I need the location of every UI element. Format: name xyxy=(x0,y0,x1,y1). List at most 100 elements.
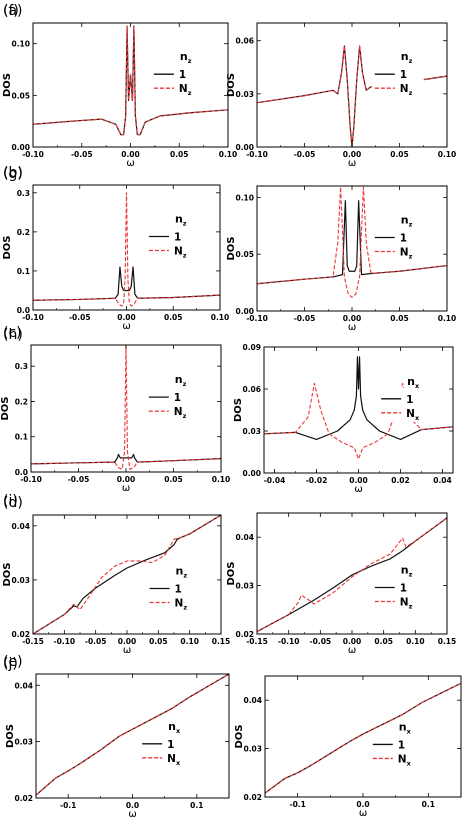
panel-h-legend-bg xyxy=(378,387,431,422)
panel-a-series-nx xyxy=(33,25,228,136)
panel-i-xtick-label: 0.15 xyxy=(438,637,457,646)
panel-e-ytick-label: 0.03 xyxy=(14,738,33,747)
panel-g: (g) DOS ω -0.10 -0.05 0.00 0.05 0.10 0.00 0.05 0.1… xyxy=(3,166,456,333)
panel-c-xtick-label: 0.05 xyxy=(164,475,183,484)
panel-h-xtick-label: -0.04 xyxy=(264,476,286,485)
panel-c: (c) DOS ω -0.10 -0.05 0.00 0.05 0.10 0.0 0.1 0.2 0.… xyxy=(0,325,230,494)
panel-b-ytick-label: 0.0 xyxy=(17,306,30,315)
panel-d-xlabel: ω xyxy=(123,645,131,656)
panel-c-xlabel: ω xyxy=(122,483,130,494)
panel-i-series-nx xyxy=(257,517,447,633)
panel-h-xtick-label: 0.00 xyxy=(349,476,368,485)
panel-g-legend-bg xyxy=(371,226,424,261)
panel-g-series-n1 xyxy=(257,200,447,285)
panel-d-xtick-label: -0.15 xyxy=(22,637,44,646)
panel-h: (h) DOS ω -0.04 -0.02 0.00 0.02 0.04 0.00 0.03 0.0… xyxy=(3,327,454,495)
panel-g-ytick-label: 0.00 xyxy=(235,307,254,316)
panel-b-xlabel: ω xyxy=(122,321,130,332)
panel-g-legend-title: nz xyxy=(401,214,413,229)
panel-e-legend-title: nx xyxy=(168,720,181,735)
panel-b-legend-entry: 1 xyxy=(174,232,181,244)
panel-d-xtick-label: -0.05 xyxy=(85,637,107,646)
panel-e-ylabel: DOS xyxy=(5,724,16,748)
panel-j-legend-title: nx xyxy=(399,720,412,735)
panel-d-series-nx xyxy=(33,515,221,634)
panel-j-xtick-label: -0.1 xyxy=(289,800,305,809)
panel-e-legend-entry: 1 xyxy=(167,739,174,751)
panel-f-ytick-label: 0.00 xyxy=(235,143,254,152)
panel-c-series-n1 xyxy=(31,453,221,465)
panel-d: (d) DOS ω -0.15 -0.10 -0.05 0.00 0.05 0.10 0.15 0.… xyxy=(2,495,230,656)
panel-j-xlabel: ω xyxy=(359,808,367,817)
panel-h-legend-title: nx xyxy=(407,375,420,390)
panel-g-legend-entry: 1 xyxy=(400,233,407,245)
panel-b-label: (b) xyxy=(3,165,23,181)
panel-a-ytick-label: 0.10 xyxy=(11,40,30,49)
panel-g-ytick-label: 0.05 xyxy=(235,250,254,259)
panel-f-series-group xyxy=(257,45,447,147)
panel-c-ytick-label: 0.1 xyxy=(15,433,28,442)
panel-j-ylabel: DOS xyxy=(234,724,245,748)
panel-a-legend-entry: 1 xyxy=(179,69,186,81)
panel-b-ytick-label: 0.3 xyxy=(17,189,30,198)
panel-a-xtick-label: 0.00 xyxy=(121,150,140,159)
panel-g-xlabel: ω xyxy=(348,322,356,333)
panel-e-xtick-label: -0.1 xyxy=(60,801,76,810)
panel-c-xtick-label: 0.10 xyxy=(212,475,231,484)
panel-e-series-group xyxy=(36,674,229,796)
panel-e-legend-bg xyxy=(139,732,192,767)
panel-d-ytick-label: 0.03 xyxy=(11,576,30,585)
panel-h-ytick-label: 0.03 xyxy=(242,427,261,436)
panel-h-legend-entry: 1 xyxy=(406,394,413,406)
panel-g-ylabel: DOS xyxy=(226,236,237,260)
panel-f-legend-bg xyxy=(371,63,424,98)
panel-a-ytick-label: 0.00 xyxy=(11,143,30,152)
panel-a-legend-title: nz xyxy=(180,50,192,65)
panel-i-xtick-label: -0.10 xyxy=(278,637,300,646)
panel-f-xtick-label: 0.05 xyxy=(390,150,409,159)
panel-h-xtick-label: 0.04 xyxy=(433,476,452,485)
panel-c-ytick-label: 0.2 xyxy=(15,397,28,406)
panel-b-xtick-label: 0.10 xyxy=(211,313,230,322)
panel-i-xlabel: ω xyxy=(348,645,356,656)
panel-i-xtick-label: -0.15 xyxy=(246,637,268,646)
panel-j-legend-bg xyxy=(369,733,422,768)
panel-e-xtick-label: 0.1 xyxy=(190,801,203,810)
panel-i-ylabel: DOS xyxy=(226,561,237,585)
panel-f-series-nx xyxy=(257,45,447,147)
panel-i-ytick-label: 0.02 xyxy=(235,630,254,639)
panel-h-series-n1 xyxy=(264,356,453,440)
panel-j-ytick-label: 0.03 xyxy=(243,745,262,754)
panel-j-frame xyxy=(264,675,462,798)
panel-j-ytick-label: 0.02 xyxy=(243,793,262,802)
panel-i-xtick-label: 0.00 xyxy=(343,637,362,646)
panel-e-series-n1 xyxy=(36,674,229,796)
panel-i-series-group xyxy=(257,517,447,633)
panel-f-legend-entry: 1 xyxy=(400,69,407,81)
panel-i-legend-title: nz xyxy=(401,564,413,579)
panel-e-frame xyxy=(35,673,230,799)
panel-j-series-nx xyxy=(265,682,461,794)
panel-h-ylabel: DOS xyxy=(233,398,244,422)
panel-b-xtick-label: -0.05 xyxy=(69,313,91,322)
panel-i-label: (i) xyxy=(3,493,18,509)
panel-e-ytick-label: 0.04 xyxy=(14,681,33,690)
panel-d-legend-title: nz xyxy=(176,565,188,580)
panel-a-ytick-label: 0.05 xyxy=(11,91,30,100)
panel-a-xtick-label: -0.10 xyxy=(22,150,44,159)
panel-h-xtick-label: 0.02 xyxy=(391,476,410,485)
panel-b-legend-bg xyxy=(145,225,198,260)
panel-i-legend-entry: 1 xyxy=(400,583,407,595)
panel-a-xlabel: ω xyxy=(126,158,134,169)
panel-e-xlabel: ω xyxy=(128,809,136,817)
panel-c-ylabel: DOS xyxy=(0,396,11,420)
panel-i-series-n1 xyxy=(257,517,447,633)
